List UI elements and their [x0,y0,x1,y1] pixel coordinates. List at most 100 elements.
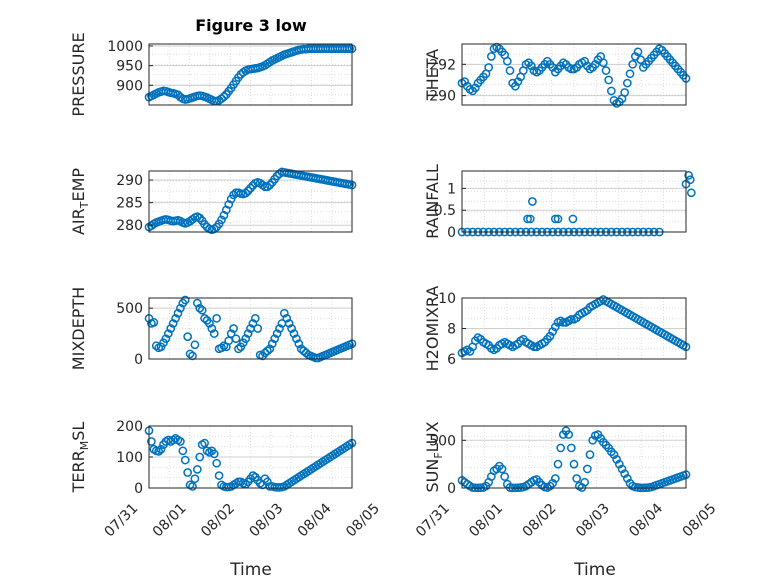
data-point [550,214,560,224]
data-point [195,303,205,313]
data-point [633,47,643,57]
data-point [528,197,537,206]
data-point [601,66,611,75]
data-point [166,324,176,333]
data-point [163,329,173,338]
data-point [526,61,536,71]
axes-box-sun_flux [461,425,687,489]
data-point [219,92,229,102]
data-point [253,324,263,333]
data-point [282,313,292,323]
data-point [558,318,568,327]
y-axis-label-7: SUNFLUX [423,421,445,492]
data-point [553,459,563,469]
data-point [272,329,282,338]
x-tick-label: 08/05 [343,501,383,541]
data-point [569,459,579,469]
data-point [497,464,507,474]
x-tick-label: 08/01 [150,501,190,541]
x-tick-label: 08/04 [295,500,335,540]
data-point [209,449,219,459]
data-point [548,327,558,336]
data-point [188,351,197,361]
data-point [241,188,251,198]
data-point [243,329,253,338]
data-point [178,446,188,456]
data-point [226,329,236,338]
y-tick-label: 900 [116,78,143,94]
data-point [231,334,241,344]
data-point [556,443,566,453]
data-point [205,319,214,328]
data-point [248,319,258,328]
y-axis-label-6: TERRMSL [69,422,91,494]
data-point [212,458,222,468]
data-point [292,334,301,344]
data-point [212,313,222,323]
data-point [149,318,159,327]
y-tick-label: 950 [116,59,143,75]
x-tick-label: 07/31 [413,501,453,541]
y-tick-label: 0.5 [434,203,456,219]
x-tick-labels-left: 07/31 08/01 08/02 08/03 08/04 08/05 [101,500,383,540]
x-tick-label: 08/01 [466,501,506,541]
data-point [566,443,576,453]
data-point [241,334,251,344]
data-point [588,435,598,445]
data-point [685,175,695,185]
x-tick-label: 08/02 [520,501,560,541]
panel-terr-msl: 0 100 200 TERRMSL [69,419,357,497]
data-point [590,59,600,69]
y-tick-label: 500 [116,301,143,317]
data-point [200,438,209,448]
data-point [200,313,209,323]
data-point [217,94,226,104]
y-axis-label-4: MIXDEPTH [69,287,88,370]
data-point [636,55,646,64]
data-point [180,455,190,465]
data-point [545,331,555,341]
data-point [250,313,260,323]
data-point [553,214,563,224]
data-point [287,324,296,333]
data-point [606,86,616,96]
data-point [147,437,156,446]
data-point [550,322,560,332]
data-point [183,468,193,477]
data-point [284,319,294,328]
x-axis-label-left: Time [229,560,272,580]
data-point [585,450,595,459]
data-point [548,478,558,488]
y-tick-label: 290 [116,173,143,189]
y-tick-label: 0 [447,481,456,497]
data-point [188,482,197,491]
axes-box-rainfall [461,170,687,233]
data-point [195,452,205,462]
data-point [580,56,590,66]
data-point [529,342,539,352]
data-point [209,329,219,338]
y-tick-label: 280 [116,218,143,234]
y-axis-label-5: H2OMIXRA [423,286,442,372]
y-tick-label: 0 [447,225,456,241]
y-tick-label: 500 [429,433,456,449]
data-point [197,305,207,315]
data-point [486,52,496,61]
panel-rainfall: 0 0.5 1 RAINFALL [423,164,696,241]
y-tick-label: 1000 [107,39,143,55]
data-point [151,341,161,351]
y-tick-label: 10 [438,291,456,307]
data-point [279,308,289,318]
data-point [270,334,280,344]
data-point [217,215,226,225]
axes-box-pressure [148,43,353,106]
y-tick-label: 6 [447,352,456,368]
x-tick-label: 08/03 [246,501,286,541]
data-point [622,78,632,88]
figure-title: Figure 3 low [195,16,307,35]
axes-box-theta [461,43,687,106]
y-axis-label-3: RAINFALL [423,164,442,239]
data-point [183,332,193,341]
